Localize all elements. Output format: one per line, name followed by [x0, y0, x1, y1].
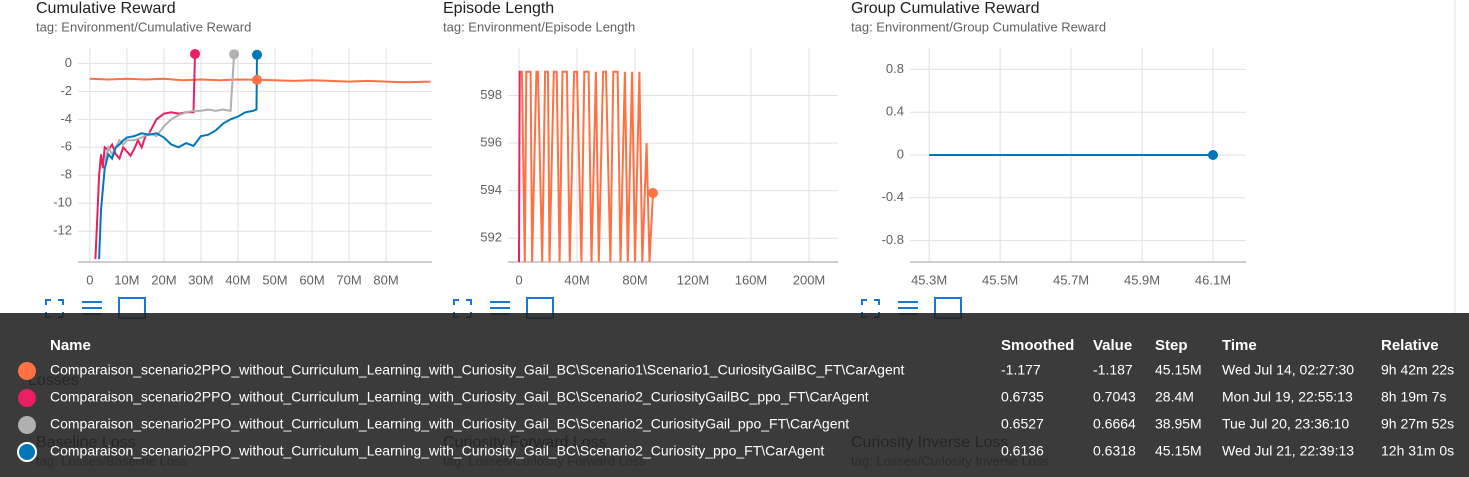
cell: Tue Jul 20, 23:36:10	[1222, 416, 1349, 432]
cell: 0.6735	[1001, 389, 1044, 405]
tooltip: Name Smoothed Value Step Time Relative Compara…	[0, 313, 1469, 477]
series-line	[98, 54, 258, 260]
column-header: Relative	[1381, 337, 1439, 354]
plot	[89, 53, 431, 260]
cell: 0.6664	[1093, 416, 1136, 432]
y-tick-label: 0	[897, 146, 904, 161]
x-tick-label: 60M	[299, 272, 324, 287]
chart-title: Episode Length	[443, 0, 554, 17]
series-swatch	[18, 416, 36, 434]
x-tick-label: 40M	[564, 272, 589, 287]
x-tick-label: 10M	[114, 272, 139, 287]
cell: Comparaison_scenario2PPO_without_Curricu…	[50, 416, 849, 432]
x-tick-label: 80M	[622, 272, 647, 287]
series-line	[94, 53, 196, 260]
hover-dot	[647, 188, 658, 199]
y-tick-label: -8	[60, 167, 72, 182]
x-tick-label: 40M	[225, 272, 250, 287]
plot	[518, 70, 654, 262]
hover-dot	[1208, 150, 1219, 160]
chart-title: Cumulative Reward	[36, 0, 176, 17]
column-header: Value	[1093, 337, 1132, 354]
cell: 0.6318	[1093, 443, 1136, 459]
x-tick-label: 0	[515, 272, 522, 287]
column-header: Time	[1222, 337, 1257, 354]
series-line	[103, 54, 236, 162]
series-line	[518, 70, 521, 262]
tooltip-bg	[0, 313, 1469, 477]
hover-dot	[190, 48, 201, 59]
cell: 38.95M	[1155, 416, 1202, 432]
column-header: Smoothed	[1001, 337, 1074, 354]
cell: -1.177	[1001, 362, 1041, 378]
cell: -1.187	[1093, 362, 1133, 378]
cell: 45.15M	[1155, 443, 1202, 459]
cell: Mon Jul 19, 22:55:13	[1222, 389, 1353, 405]
y-tick-label: -6	[60, 139, 72, 154]
series-swatch	[18, 362, 36, 380]
x-tick-label: 30M	[188, 272, 213, 287]
y-tick-label: -2	[60, 83, 72, 98]
x-tick-label: 0	[86, 272, 93, 287]
y-tick-label: 0.8	[886, 61, 904, 76]
cell: Wed Jul 21, 22:39:13	[1222, 443, 1354, 459]
x-tick-label: 120M	[677, 272, 710, 287]
y-tick-label: 598	[480, 87, 502, 102]
chart-subtitle: tag: Environment/Episode Length	[443, 19, 635, 34]
x-tick-label: 45.9M	[1124, 272, 1160, 287]
x-tick-label: 45.7M	[1053, 272, 1089, 287]
y-tick-label: -4	[60, 111, 72, 126]
cell: 45.15M	[1155, 362, 1202, 378]
column-header: Step	[1155, 337, 1188, 354]
y-tick-label: 0	[65, 55, 72, 70]
cell: 9h 27m 52s	[1381, 416, 1454, 432]
x-tick-label: 80M	[373, 272, 398, 287]
x-tick-label: 45.5M	[982, 272, 1018, 287]
hover-dot	[229, 49, 240, 60]
column-header: Name	[50, 337, 91, 354]
cell: 0.6527	[1001, 416, 1044, 432]
y-tick-label: 594	[480, 182, 502, 197]
series-swatch	[17, 442, 37, 462]
x-tick-label: 200M	[793, 272, 826, 287]
hover-dot	[252, 74, 263, 85]
cell: 12h 31m 0s	[1381, 443, 1454, 459]
series-swatch	[18, 389, 36, 407]
chart-subtitle: tag: Environment/Group Cumulative Reward	[851, 19, 1106, 34]
x-tick-label: 46.1M	[1195, 272, 1231, 287]
hover-dot	[252, 49, 263, 60]
x-tick-label: 70M	[336, 272, 361, 287]
cell: Comparaison_scenario2PPO_without_Curricu…	[50, 443, 824, 459]
cell: 8h 19m 7s	[1381, 389, 1446, 405]
y-tick-label: 596	[480, 135, 502, 150]
y-tick-label: 592	[480, 230, 502, 245]
cell: Comparaison_scenario2PPO_without_Curricu…	[50, 389, 869, 405]
chart-subtitle: tag: Environment/Cumulative Reward	[36, 19, 251, 34]
y-tick-label: -12	[53, 223, 72, 238]
cell: Wed Jul 14, 02:27:30	[1222, 362, 1354, 378]
chart-title: Group Cumulative Reward	[851, 0, 1040, 17]
cell: Comparaison_scenario2PPO_without_Curricu…	[50, 362, 905, 378]
y-tick-label: 0.4	[886, 104, 904, 119]
x-tick-label: 50M	[262, 272, 287, 287]
y-tick-label: -0.4	[882, 189, 904, 204]
series-line	[520, 70, 654, 262]
cell: 0.7043	[1093, 389, 1136, 405]
y-tick-label: -0.8	[882, 232, 904, 247]
x-tick-label: 20M	[151, 272, 176, 287]
cell: 0.6136	[1001, 443, 1044, 459]
cell: 28.4M	[1155, 389, 1194, 405]
y-tick-label: -10	[53, 195, 72, 210]
x-tick-label: 45.3M	[911, 272, 947, 287]
x-tick-label: 160M	[735, 272, 768, 287]
cell: 9h 42m 22s	[1381, 362, 1454, 378]
